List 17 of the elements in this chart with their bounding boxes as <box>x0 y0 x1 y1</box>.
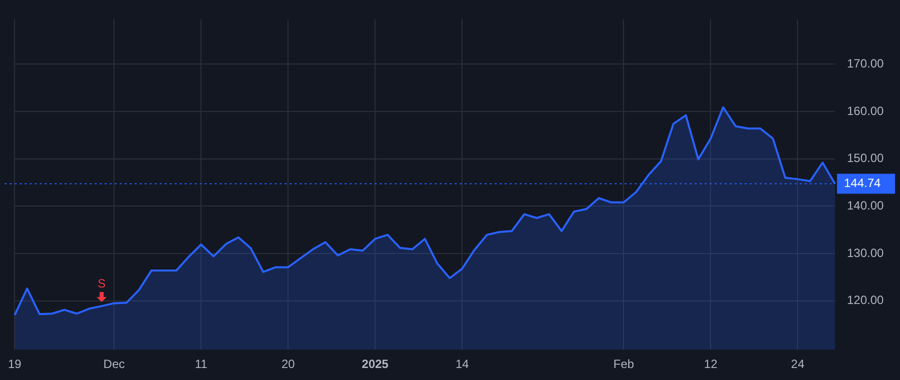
x-tick-label: 11 <box>194 357 208 372</box>
y-tick-label: 130.00 <box>847 246 884 260</box>
x-tick-label: 12 <box>704 357 718 372</box>
x-tick-label: Feb <box>613 357 634 372</box>
y-tick-label: 160.00 <box>847 104 884 118</box>
x-tick-label: 14 <box>455 357 470 372</box>
x-tick-label: 2025 <box>362 357 389 372</box>
y-tick-label: 150.00 <box>847 151 884 166</box>
ref-line-label: 144.74 <box>844 176 882 190</box>
y-tick-label: 120.00 <box>847 293 884 308</box>
annotation: S <box>98 276 106 290</box>
x-tick-label: 19 <box>8 357 22 372</box>
x-tick-label: Dec <box>103 357 125 372</box>
y-tick-label: 170.00 <box>847 56 884 70</box>
y-tick-label: 140.00 <box>847 198 884 212</box>
x-tick-label: 20 <box>281 357 296 372</box>
x-tick-label: 24 <box>791 357 805 372</box>
